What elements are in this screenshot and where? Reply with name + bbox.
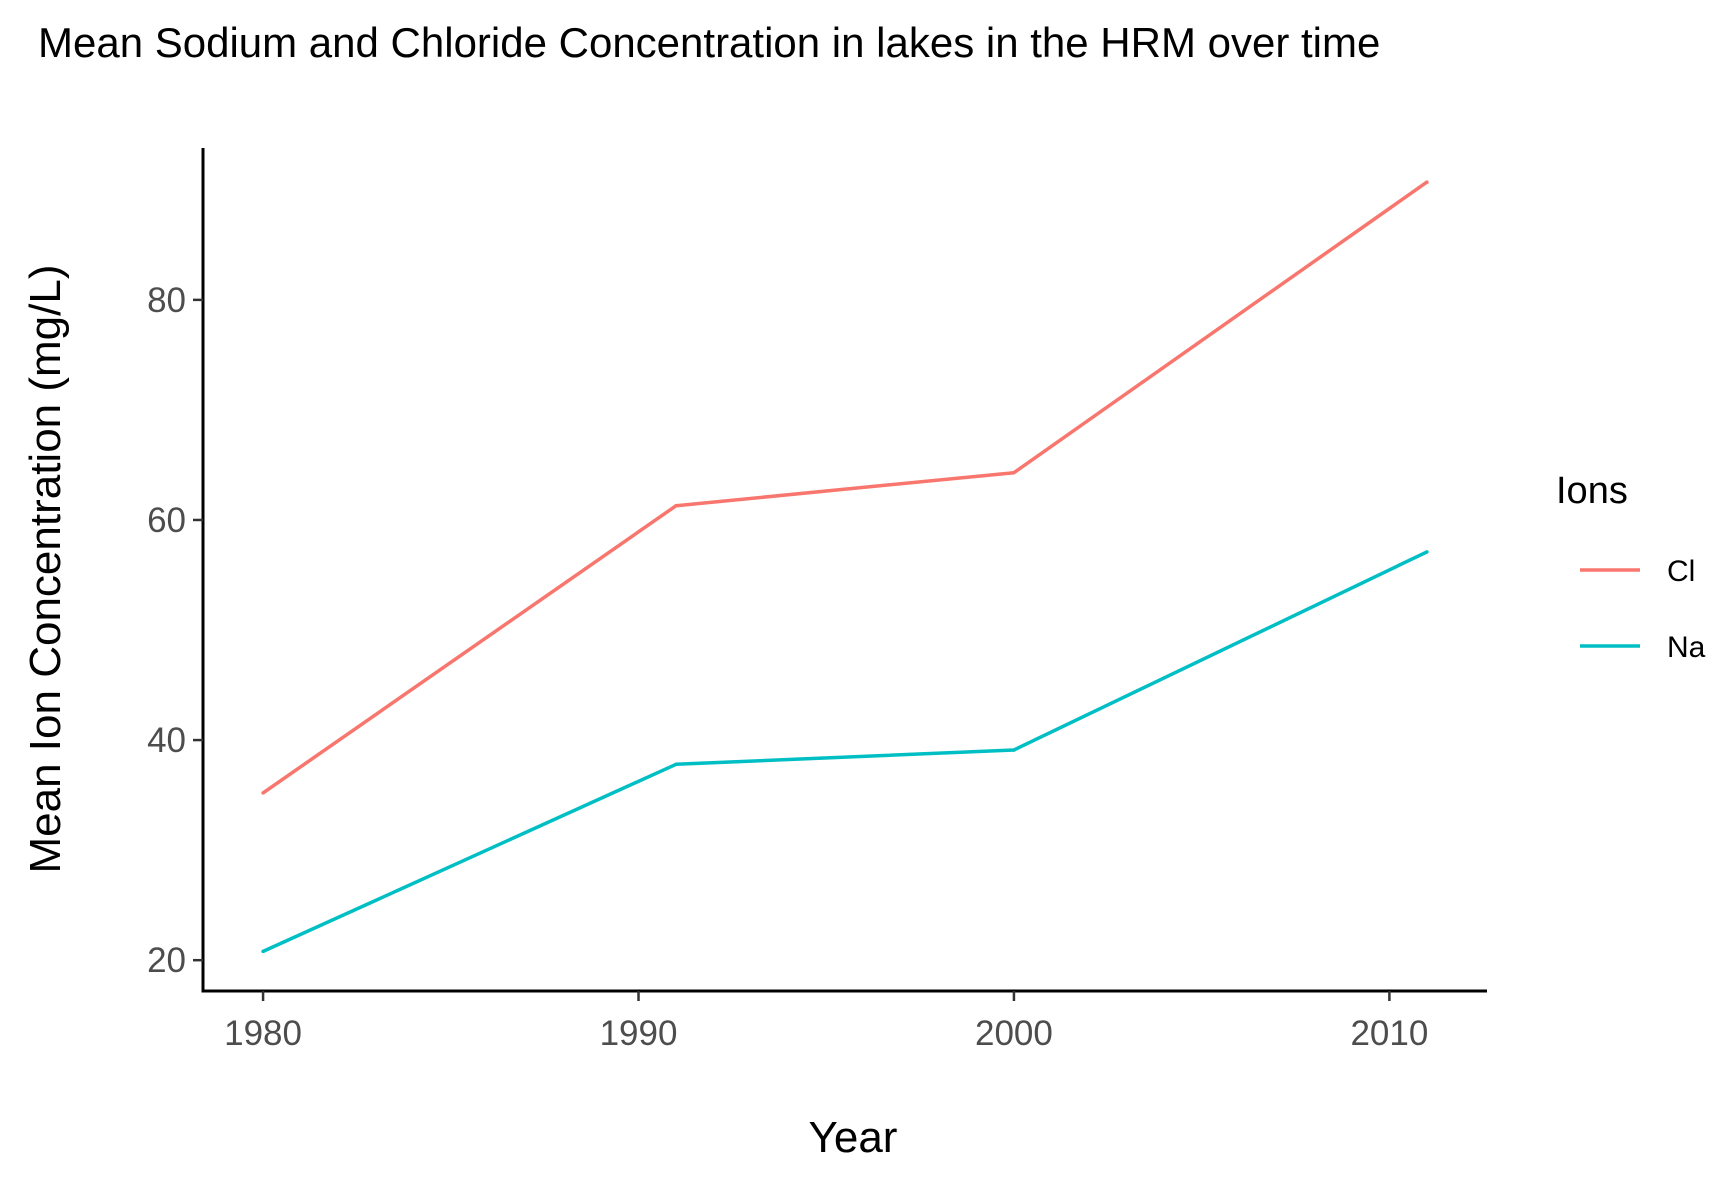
x-tick-label-2010: 2010 bbox=[1350, 1014, 1428, 1053]
y-tick-label-80: 80 bbox=[147, 281, 186, 320]
x-tick-label-1980: 1980 bbox=[224, 1014, 302, 1053]
legend-title: Ions bbox=[1556, 470, 1628, 512]
data-point-cl-1980 bbox=[261, 791, 265, 795]
y-axis-ticks: 20 40 60 80 bbox=[147, 281, 203, 980]
data-point-cl-2011 bbox=[1425, 180, 1429, 184]
plot-panel bbox=[261, 180, 1429, 954]
x-axis-ticks: 1980 1990 2000 2010 bbox=[224, 991, 1428, 1053]
x-axis-title: Year bbox=[809, 1113, 898, 1162]
data-point-cl-2000 bbox=[1012, 470, 1016, 475]
x-tick-label-1990: 1990 bbox=[600, 1014, 678, 1053]
series-line-cl bbox=[262, 180, 1428, 795]
legend-items: Cl Na bbox=[1580, 555, 1706, 664]
data-point-na-1991 bbox=[674, 762, 678, 767]
legend: Ions Cl Na bbox=[1556, 470, 1706, 664]
x-tick-label-2000: 2000 bbox=[975, 1014, 1053, 1053]
data-point-na-1980 bbox=[261, 949, 265, 954]
chart-title: Mean Sodium and Chloride Concentration i… bbox=[38, 19, 1380, 66]
y-tick-label-40: 40 bbox=[147, 721, 186, 760]
legend-label-cl: Cl bbox=[1667, 555, 1695, 588]
data-point-na-2000 bbox=[1012, 748, 1016, 752]
data-point-cl-1991 bbox=[674, 503, 678, 508]
y-axis-title: Mean Ion Concentration (mg/L) bbox=[21, 265, 70, 874]
legend-label-na: Na bbox=[1667, 631, 1706, 664]
y-tick-label-20: 20 bbox=[147, 941, 186, 980]
data-point-na-2011 bbox=[1425, 550, 1429, 554]
y-tick-label-60: 60 bbox=[147, 501, 186, 540]
series-line-na bbox=[262, 550, 1428, 953]
